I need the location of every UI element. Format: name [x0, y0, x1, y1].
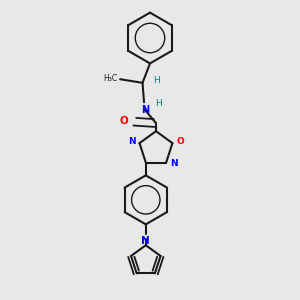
Text: O: O — [177, 137, 184, 146]
Text: H₃C: H₃C — [103, 74, 118, 83]
Text: H: H — [153, 76, 160, 85]
Text: N: N — [170, 159, 177, 168]
Text: N: N — [128, 137, 135, 146]
Text: H: H — [155, 99, 162, 108]
Text: N: N — [141, 236, 150, 246]
Text: O: O — [119, 116, 128, 126]
Text: N: N — [142, 105, 150, 115]
